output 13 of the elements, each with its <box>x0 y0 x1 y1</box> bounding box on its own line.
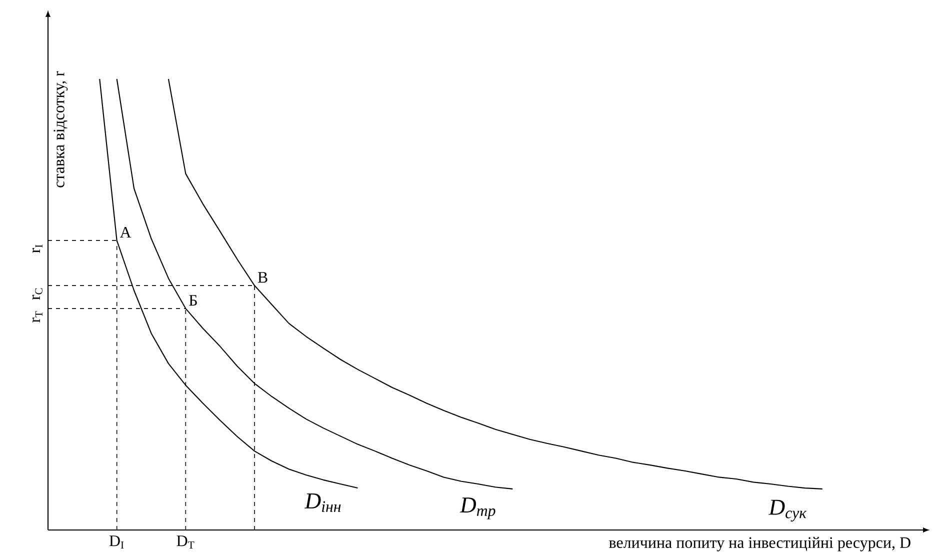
ref-line-label: r$_{C}$ <box>32 288 42 300</box>
y-axis-title: ставка відсотку, r <box>54 71 68 188</box>
x-tick-label: D$_{T}$ <box>176 536 194 548</box>
ref-line-label: r$_{I}$ <box>32 244 42 253</box>
annotation: В <box>258 272 268 283</box>
series-label: D$_{сук}$ <box>768 500 807 522</box>
series-label: D$_{тр}$ <box>460 498 496 520</box>
series-label: D$_{інн}$ <box>304 494 341 512</box>
annotation: A <box>120 226 132 238</box>
x-tick-label: D$_{I}$ <box>109 536 124 548</box>
ref-line-label: r$_{T}$ <box>32 311 42 322</box>
annotation: Б <box>189 295 197 306</box>
x-axis-title: величина попиту на інвестиційні ресурси, D <box>609 536 910 552</box>
